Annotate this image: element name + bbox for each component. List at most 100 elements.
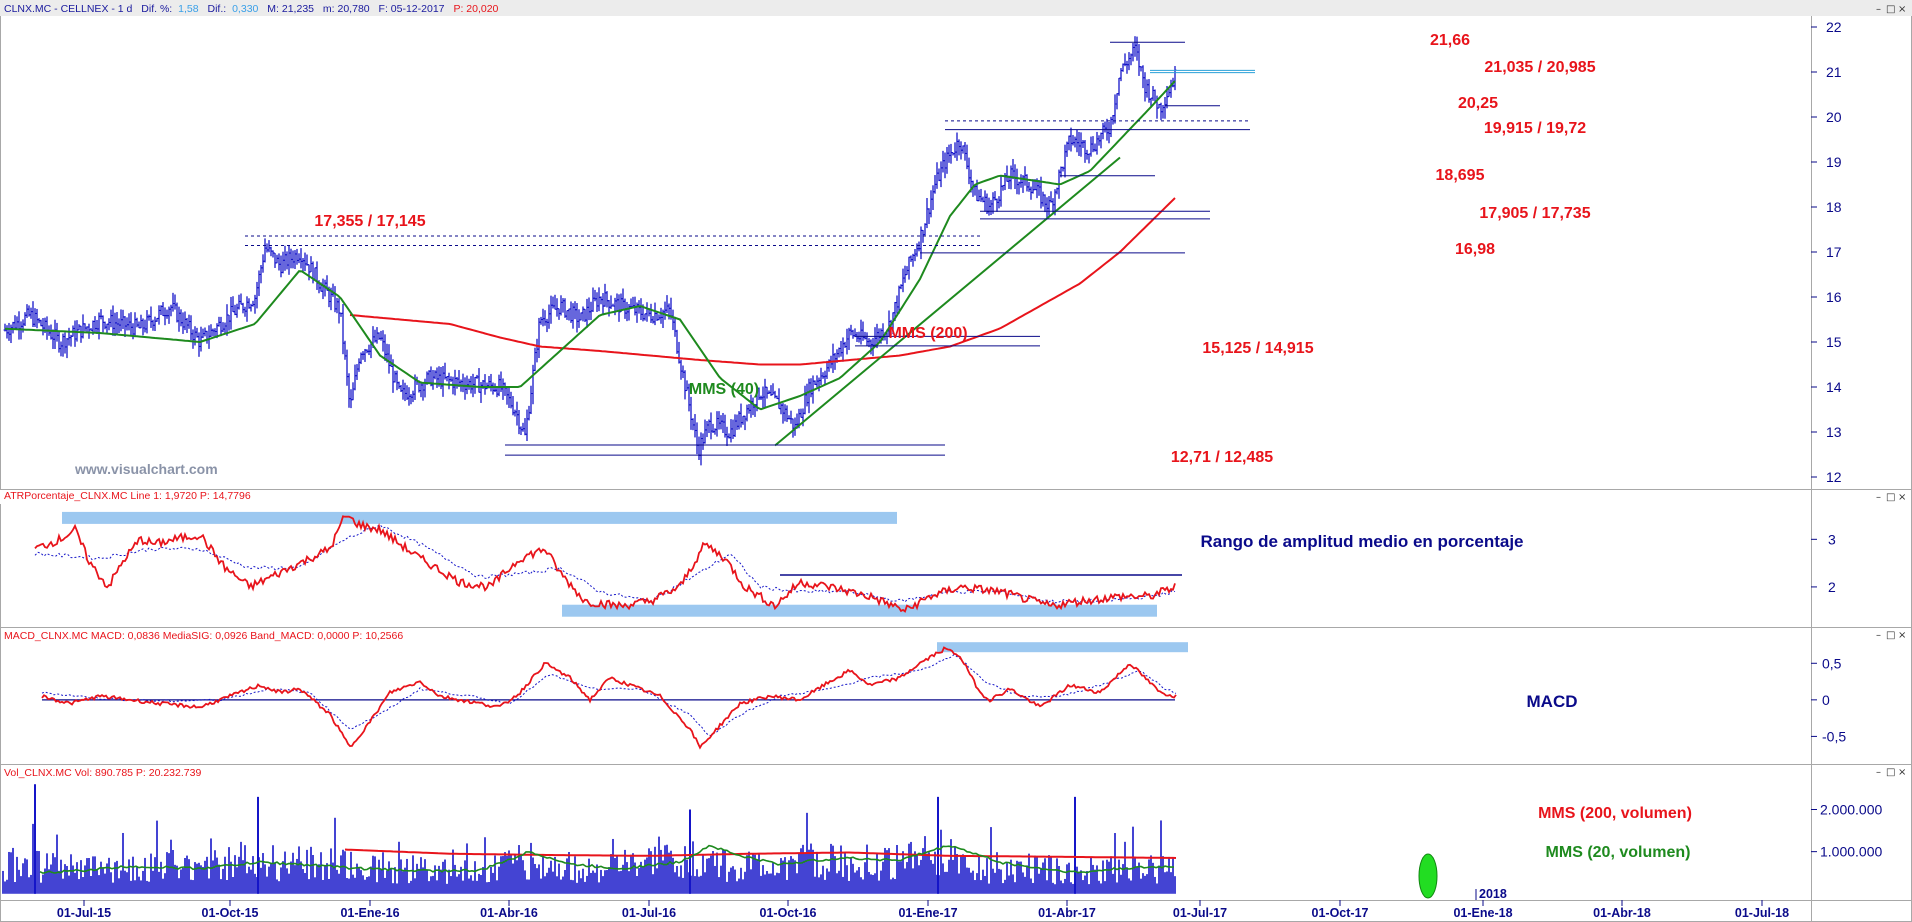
minimize-icon[interactable]: – — [1876, 630, 1881, 641]
y-tick-label: 21 — [1826, 64, 1842, 80]
ma-40-line — [4, 80, 1176, 411]
minimize-icon[interactable]: – — [1876, 492, 1881, 503]
highlight-band — [937, 642, 1188, 653]
axes: 1213141516171819202122230,50-0,52.000.00… — [57, 19, 1883, 920]
atr-panel[interactable]: Rango de amplitud medio en porcentaje — [34, 511, 1524, 617]
volume-panel[interactable]: MMS (200, volumen) MMS (20, volumen) — [2, 784, 1692, 899]
header-symbol: CLNX.MC - CELLNEX - 1 d — [4, 3, 133, 15]
close-icon[interactable]: × — [1898, 767, 1906, 778]
header-bar-price — [0, 0, 1912, 16]
x-tick-label: 01-Ene-16 — [340, 906, 399, 920]
y-tick-label: 13 — [1826, 424, 1842, 440]
window-controls-atr[interactable]: – □ × — [1876, 492, 1906, 503]
highlight-band — [62, 511, 897, 524]
y-tick-label: 18 — [1826, 199, 1842, 215]
y-tick-label: 14 — [1826, 379, 1842, 395]
x-tick-label: 01-Abr-16 — [480, 906, 538, 920]
level-label: 18,695 — [1436, 167, 1485, 184]
macd-line — [41, 646, 1177, 750]
close-icon[interactable]: × — [1898, 492, 1906, 503]
level-label: 21,66 — [1430, 32, 1470, 49]
header-bar-atr — [0, 490, 1811, 504]
level-label: 17,355 / 17,145 — [314, 213, 425, 230]
x-tick-label: 01-Jul-15 — [57, 906, 111, 920]
vol-ma-200-line — [344, 848, 1177, 859]
ma-200-label: MMS (200) — [888, 325, 967, 342]
header-dif-pct-label: Dif. %: — [141, 3, 172, 15]
y-tick-label: 15 — [1826, 334, 1842, 350]
year-marker: 2018 — [1479, 887, 1507, 901]
header-min: m: 20,780 — [323, 3, 370, 15]
y-tick-label: 2 — [1828, 579, 1836, 595]
close-icon[interactable]: × — [1898, 630, 1906, 641]
window-controls-vol[interactable]: – □ × — [1876, 767, 1906, 778]
x-tick-label: 01-Oct-17 — [1312, 906, 1369, 920]
macd-panel[interactable]: MACD — [41, 642, 1578, 750]
x-tick-label: 01-Oct-15 — [202, 906, 259, 920]
atr-title: Rango de amplitud medio en porcentaje — [1200, 532, 1523, 551]
header-date: F: 05-12-2017 — [379, 3, 445, 15]
vol-ma-20-line — [39, 844, 1175, 875]
header-dif-value: 0,330 — [232, 3, 258, 15]
ma-40-label: MMS (40) — [689, 381, 759, 398]
ma-200-line — [349, 197, 1176, 366]
main-header: CLNX.MC - CELLNEX - 1 d Dif. %: 1,58 Dif… — [4, 3, 499, 15]
macd-header: MACD_CLNX.MC MACD: 0,0836 MediaSIG: 0,09… — [4, 630, 403, 642]
x-tick-label: 01-Ene-18 — [1453, 906, 1512, 920]
y-tick-label: 19 — [1826, 154, 1842, 170]
y-tick-label: 20 — [1826, 109, 1842, 125]
header-max: M: 21,235 — [267, 3, 314, 15]
level-label: 17,905 / 17,735 — [1479, 205, 1590, 222]
header-p: P: 20,020 — [453, 3, 498, 15]
level-label: 15,125 / 14,915 — [1202, 340, 1313, 357]
macd-title: MACD — [1527, 692, 1578, 711]
maximize-icon[interactable]: □ — [1886, 4, 1895, 15]
vol-ma-20-label: MMS (20, volumen) — [1546, 844, 1691, 861]
price-panel[interactable]: 21,66 21,035 / 20,985 20,25 19,915 / 19,72 1… — [3, 32, 1596, 466]
x-tick-label: 01-Jul-18 — [1735, 906, 1789, 920]
y-tick-label: 2.000.000 — [1820, 802, 1882, 818]
minimize-icon[interactable]: – — [1876, 767, 1881, 778]
level-label: 19,915 / 19,72 — [1484, 120, 1586, 137]
vol-ma-200-label: MMS (200, volumen) — [1538, 805, 1692, 822]
y-tick-label: 1.000.000 — [1820, 844, 1882, 860]
x-tick-label: 01-Jul-16 — [622, 906, 676, 920]
y-tick-label: 0,5 — [1822, 655, 1842, 671]
header-dif-pct-value: 1,58 — [178, 3, 199, 15]
level-label: 16,98 — [1455, 241, 1495, 258]
maximize-icon[interactable]: □ — [1886, 767, 1895, 778]
window-controls-macd[interactable]: – □ × — [1876, 630, 1906, 641]
header-dif-label: Dif.: — [208, 3, 227, 15]
trendline — [774, 156, 1121, 447]
level-label: 12,71 / 12,485 — [1171, 449, 1273, 466]
level-label: 21,035 / 20,985 — [1484, 59, 1595, 76]
atr-header: ATRPorcentaje_CLNX.MC Line 1: 1,9720 P: … — [4, 490, 251, 502]
window-controls-price[interactable]: – □ × — [1876, 4, 1906, 15]
x-tick-label: 01-Jul-17 — [1173, 906, 1227, 920]
atr-line — [34, 515, 1176, 613]
level-label: 20,25 — [1458, 95, 1498, 112]
y-tick-label: 16 — [1826, 289, 1842, 305]
highlight-band — [562, 604, 1157, 617]
minimize-icon[interactable]: – — [1876, 4, 1881, 15]
vol-header: Vol_CLNX.MC Vol: 890.785 P: 20.232.739 — [4, 767, 201, 779]
x-tick-label: 01-Abr-17 — [1038, 906, 1096, 920]
watermark: www.visualchart.com — [74, 461, 218, 477]
x-tick-label: 01-Abr-18 — [1593, 906, 1651, 920]
macd-signal-line — [41, 653, 1177, 737]
close-icon[interactable]: × — [1898, 4, 1906, 15]
maximize-icon[interactable]: □ — [1886, 630, 1895, 641]
y-tick-label: 12 — [1826, 469, 1842, 485]
y-tick-label: 0 — [1822, 692, 1830, 708]
x-tick-label: 01-Oct-16 — [760, 906, 817, 920]
y-tick-label: 22 — [1826, 19, 1842, 35]
y-tick-label: 17 — [1826, 244, 1842, 260]
y-tick-label: 3 — [1828, 531, 1836, 547]
highlight-marker — [1418, 853, 1438, 899]
x-tick-label: 01-Ene-17 — [898, 906, 957, 920]
maximize-icon[interactable]: □ — [1886, 492, 1895, 503]
window-controls[interactable]: – □ × – □ × – □ × – □ × — [1876, 4, 1906, 778]
y-tick-label: -0,5 — [1822, 728, 1846, 744]
